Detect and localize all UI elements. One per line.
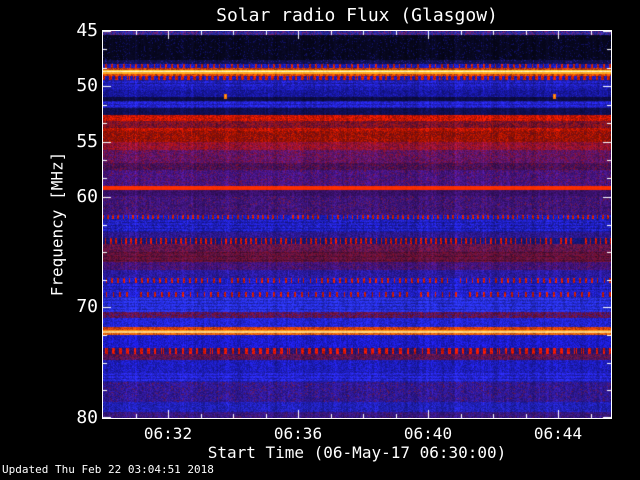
updated-timestamp: Updated Thu Feb 22 03:04:51 2018 <box>2 463 214 476</box>
y-tick-label: 50 <box>76 75 98 97</box>
y-tick-label: 80 <box>76 407 98 428</box>
x-tick-label: 06:40 <box>403 424 453 443</box>
spectrogram-canvas <box>103 31 611 418</box>
y-tick-label: 60 <box>76 185 98 207</box>
x-tick-label: 06:32 <box>143 424 193 443</box>
y-tick-label: 55 <box>76 130 98 152</box>
x-tick-label: 06:44 <box>533 424 583 443</box>
x-tick-label: 06:36 <box>273 424 323 443</box>
page-title: Solar radio Flux (Glasgow) <box>216 5 498 26</box>
spectrogram-plot-area <box>102 30 612 419</box>
y-axis-title: Frequency [MHz] <box>47 151 67 297</box>
y-tick-label: 45 <box>76 20 98 41</box>
y-tick-label: 70 <box>76 296 98 318</box>
x-axis-title: Start Time (06-May-17 06:30:00) <box>207 443 507 462</box>
